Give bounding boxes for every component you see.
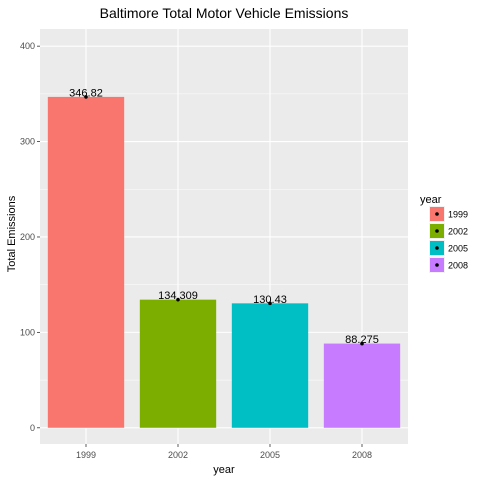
- bar-2002: [140, 300, 216, 428]
- legend-point: [435, 263, 439, 267]
- legend-point: [435, 246, 439, 250]
- data-label-2005: 130.43: [253, 294, 287, 306]
- y-tick-label: 200: [20, 232, 35, 242]
- data-label-1999: 346.82: [69, 87, 103, 99]
- y-tick-label: 300: [20, 137, 35, 147]
- y-tick-label: 400: [20, 41, 35, 51]
- x-tick-label: 1999: [76, 450, 96, 460]
- data-label-2008: 88.275: [345, 334, 379, 346]
- data-label-2002: 134.309: [158, 290, 198, 302]
- x-tick-label: 2005: [260, 450, 280, 460]
- x-tick-label: 2008: [352, 450, 372, 460]
- bar-1999: [48, 97, 124, 428]
- bar-2005: [232, 303, 308, 427]
- legend-label-2005: 2005: [448, 244, 468, 254]
- x-axis-title: year: [213, 464, 235, 476]
- x-tick-label: 2002: [168, 450, 188, 460]
- legend-point: [435, 229, 439, 233]
- y-tick-label: 100: [20, 327, 35, 337]
- y-tick-label: 0: [30, 423, 35, 433]
- legend-label-2002: 2002: [448, 227, 468, 237]
- legend-label-1999: 1999: [448, 210, 468, 220]
- legend-point: [435, 212, 439, 216]
- legend-title: year: [420, 194, 442, 206]
- bar-2008: [324, 344, 400, 428]
- y-axis-title: Total Emissions: [6, 195, 18, 272]
- legend-label-2008: 2008: [448, 261, 468, 271]
- chart-title: Baltimore Total Motor Vehicle Emissions: [100, 5, 349, 21]
